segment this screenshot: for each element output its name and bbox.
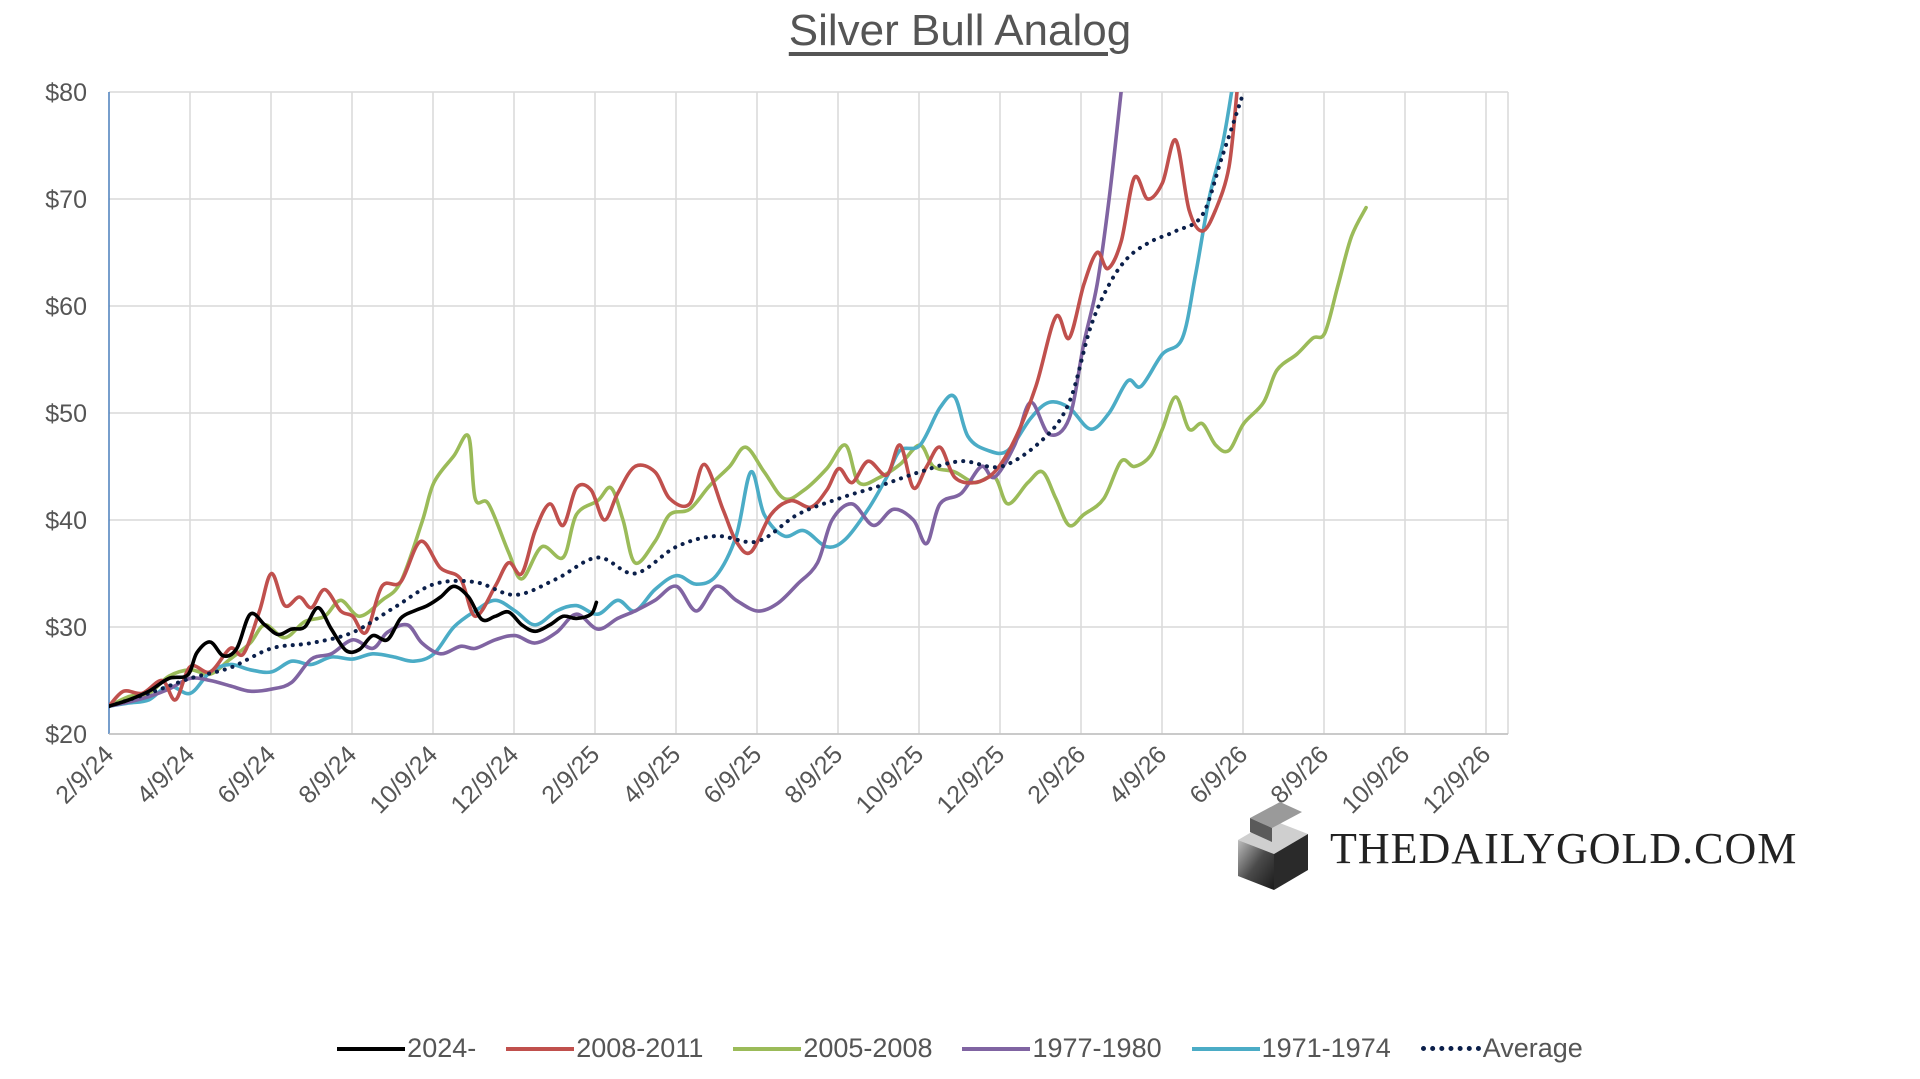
legend-swatch	[506, 1046, 575, 1051]
legend-item: 1977-1980	[962, 1033, 1162, 1064]
legend-swatch	[1420, 1046, 1481, 1051]
y-tick-label: $30	[45, 614, 87, 642]
legend-label: 1977-1980	[1032, 1033, 1162, 1063]
x-tick-label: 4/9/25	[617, 740, 686, 809]
legend-swatch	[962, 1046, 1031, 1051]
x-tick-label: 2/9/24	[50, 740, 119, 809]
legend-label: 2005-2008	[803, 1033, 933, 1063]
x-tick-label: 4/9/24	[131, 740, 200, 809]
x-tick-label: 10/9/25	[850, 740, 929, 819]
legend-label: 1971-1974	[1261, 1033, 1391, 1063]
legend: 2024- 2008-2011 2005-2008 1977-1980 1971-197…	[0, 1033, 1920, 1064]
series-line-1977-1980	[109, 92, 1123, 708]
watermark-text: THEDAILYGOLD.COM	[1330, 823, 1798, 873]
legend-swatch	[337, 1046, 406, 1051]
legend-item: 2005-2008	[733, 1033, 932, 1064]
series-line-2024	[109, 584, 599, 708]
legend-swatch	[733, 1046, 802, 1051]
chart-title: Silver Bull Analog	[788, 6, 1132, 55]
x-tick-label: 4/9/26	[1103, 740, 1172, 809]
y-tick-label: $40	[45, 507, 87, 535]
y-tick-label: $80	[45, 79, 87, 107]
legend-swatch	[1191, 1046, 1260, 1051]
y-tick-labels: $20 $30 $40 $50 $60 $70 $80	[45, 79, 87, 749]
x-tick-label: 12/9/25	[931, 740, 1010, 819]
x-tick-label: 6/9/25	[698, 740, 767, 809]
series-line-1971-1974	[109, 92, 1234, 708]
x-tick-label: 12/9/24	[445, 740, 524, 819]
x-tick-label: 8/9/24	[293, 740, 362, 809]
gridlines	[109, 91, 1509, 735]
watermark-logo: THEDAILYGOLD.COM	[1228, 800, 1797, 896]
x-tick-label: 2/9/26	[1022, 740, 1091, 809]
y-tick-label: $70	[45, 186, 87, 214]
y-tick-label: $60	[45, 293, 87, 321]
x-tick-label: 8/9/25	[779, 740, 848, 809]
y-tick-label: $50	[45, 400, 87, 428]
series-line-2008-2011	[109, 92, 1239, 708]
series-line-average	[109, 92, 1246, 709]
legend-item: 1971-1974	[1191, 1033, 1391, 1064]
x-tick-label: 2/9/25	[536, 740, 605, 809]
axes	[108, 92, 1508, 735]
gold-bar-icon	[1238, 802, 1308, 890]
x-tick-label: 10/9/24	[364, 740, 443, 819]
legend-label: Average	[1482, 1033, 1583, 1063]
legend-label: 2008-2011	[576, 1033, 704, 1063]
x-tick-label: 6/9/24	[212, 740, 281, 809]
legend-item: Average	[1420, 1033, 1583, 1064]
legend-item: 2024-	[337, 1033, 476, 1064]
series-lines	[109, 92, 1368, 709]
legend-label: 2024-	[407, 1033, 477, 1063]
series-line-2005-2008	[109, 205, 1368, 708]
legend-item: 2008-2011	[506, 1033, 703, 1064]
y-tick-label: $20	[45, 721, 87, 749]
